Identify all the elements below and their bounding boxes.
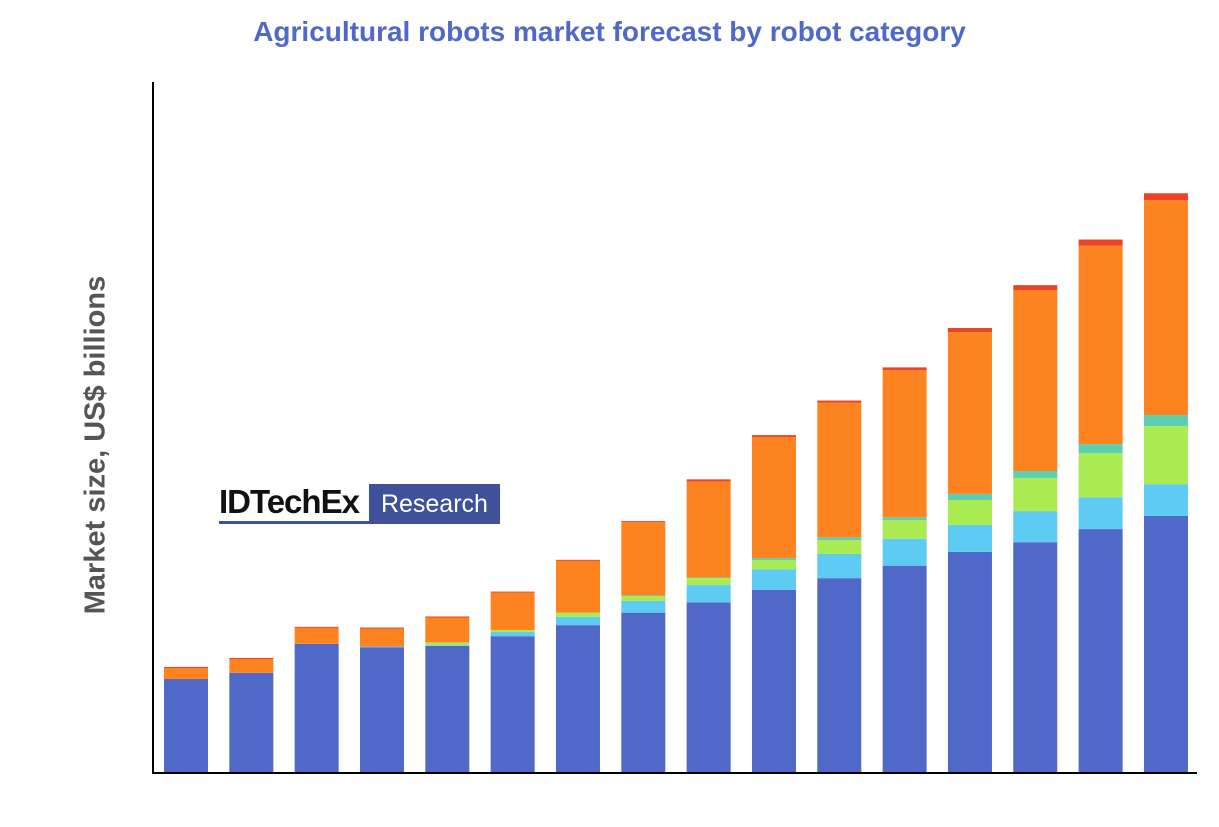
bar-segment-2-series-5 — [229, 658, 274, 673]
bar-segment-13-series-2 — [947, 524, 992, 552]
bar-segment-8-series-5 — [621, 522, 666, 596]
bar-segment-13-series-6 — [947, 327, 992, 333]
bar-segment-11-series-1 — [817, 578, 862, 773]
bar-segment-3-series-6 — [294, 626, 339, 628]
bar-segment-12-series-5 — [882, 370, 927, 518]
bar-segment-1-series-6 — [164, 666, 208, 668]
bar-segment-1-series-5 — [164, 667, 208, 680]
bar-segment-6-series-3 — [490, 629, 535, 633]
bar-segment-14-series-2 — [1013, 511, 1058, 543]
bar-segment-15-series-4 — [1078, 444, 1123, 454]
bar-segment-8-series-1 — [621, 612, 666, 773]
bar-segment-14-series-6 — [1013, 285, 1058, 290]
bar-segment-10-series-3 — [751, 560, 796, 570]
bar-segment-13-series-1 — [947, 551, 992, 773]
bar-segment-15-series-1 — [1078, 529, 1123, 773]
bar-segment-10-series-5 — [751, 437, 796, 559]
bar-segment-14-series-4 — [1013, 471, 1058, 478]
bar-segment-11-series-6 — [817, 400, 862, 403]
bar-segment-4-series-1 — [359, 647, 404, 773]
bar-segment-12-series-3 — [882, 520, 927, 539]
bar-segment-2-series-1 — [229, 672, 274, 773]
bar-segment-4-series-5 — [359, 628, 404, 647]
bar-segment-16-series-6 — [1143, 193, 1188, 201]
bar-segment-5-series-1 — [425, 645, 470, 773]
bar-segment-7-series-3 — [555, 612, 600, 617]
bar-segment-5-series-6 — [425, 616, 470, 618]
bar-segment-1-series-1 — [164, 679, 208, 773]
bar-segment-8-series-2 — [621, 600, 666, 613]
bar-segment-5-series-5 — [425, 617, 470, 643]
bar-segment-8-series-3 — [621, 596, 666, 601]
bar-segment-16-series-2 — [1143, 484, 1188, 516]
bar-segment-10-series-2 — [751, 569, 796, 590]
bar-segment-16-series-5 — [1143, 200, 1188, 416]
bar-segment-7-series-6 — [555, 559, 600, 561]
bar-segment-9-series-6 — [686, 479, 731, 482]
bar-segment-16-series-3 — [1143, 426, 1188, 485]
bar-segment-12-series-2 — [882, 538, 927, 566]
bar-segment-6-series-6 — [490, 591, 535, 593]
logo-brand: IDTechEx — [219, 484, 369, 524]
bar-segment-13-series-4 — [947, 493, 992, 501]
bar-segment-15-series-3 — [1078, 453, 1123, 498]
bar-segment-14-series-5 — [1013, 289, 1058, 472]
bar-segment-12-series-1 — [882, 565, 927, 773]
bar-segment-16-series-4 — [1143, 415, 1188, 427]
bar-segment-3-series-1 — [294, 643, 339, 773]
bar-segment-14-series-3 — [1013, 477, 1058, 512]
bar-segment-10-series-6 — [751, 435, 796, 438]
bar-segment-6-series-1 — [490, 636, 535, 773]
chart-title: Agricultural robots market forecast by r… — [253, 16, 966, 47]
bar-segment-4-series-6 — [359, 627, 404, 629]
bar-segment-15-series-2 — [1078, 497, 1123, 530]
bar-segment-7-series-2 — [555, 616, 600, 626]
bar-segment-12-series-6 — [882, 367, 927, 371]
bar-segment-14-series-1 — [1013, 542, 1058, 773]
bar-segment-3-series-5 — [294, 627, 339, 644]
bar-segment-10-series-4 — [751, 558, 796, 561]
bar-segment-4-series-2 — [359, 646, 404, 648]
bar-segment-13-series-5 — [947, 332, 992, 494]
bar-segment-10-series-1 — [751, 589, 796, 773]
bar-segment-11-series-4 — [817, 537, 862, 541]
bar-segment-8-series-4 — [621, 595, 666, 597]
idtechex-logo: IDTechEx Research — [219, 484, 500, 524]
bar-segment-6-series-2 — [490, 632, 535, 637]
bar-segment-11-series-2 — [817, 553, 862, 579]
bar-segment-9-series-4 — [686, 577, 731, 579]
bar-segment-9-series-1 — [686, 602, 731, 773]
bar-segment-12-series-4 — [882, 517, 927, 521]
bar-segment-6-series-5 — [490, 592, 535, 630]
bar-segment-15-series-5 — [1078, 245, 1123, 445]
bar-segment-9-series-2 — [686, 585, 731, 603]
bar-segment-9-series-5 — [686, 481, 731, 578]
bar-segment-13-series-3 — [947, 500, 992, 525]
bar-segment-11-series-5 — [817, 402, 862, 538]
bars-group — [164, 193, 1188, 773]
bar-segment-9-series-3 — [686, 578, 731, 586]
logo-tag: Research — [368, 484, 500, 524]
bar-segment-7-series-1 — [555, 625, 600, 773]
bar-segment-5-series-2 — [425, 645, 470, 646]
bar-segment-5-series-3 — [425, 642, 470, 646]
bar-segment-2-series-6 — [229, 657, 274, 659]
bar-segment-16-series-1 — [1143, 515, 1188, 773]
bar-segment-7-series-5 — [555, 560, 600, 613]
bar-segment-11-series-3 — [817, 540, 862, 554]
bar-segment-8-series-6 — [621, 521, 666, 523]
bar-segment-15-series-6 — [1078, 239, 1123, 246]
